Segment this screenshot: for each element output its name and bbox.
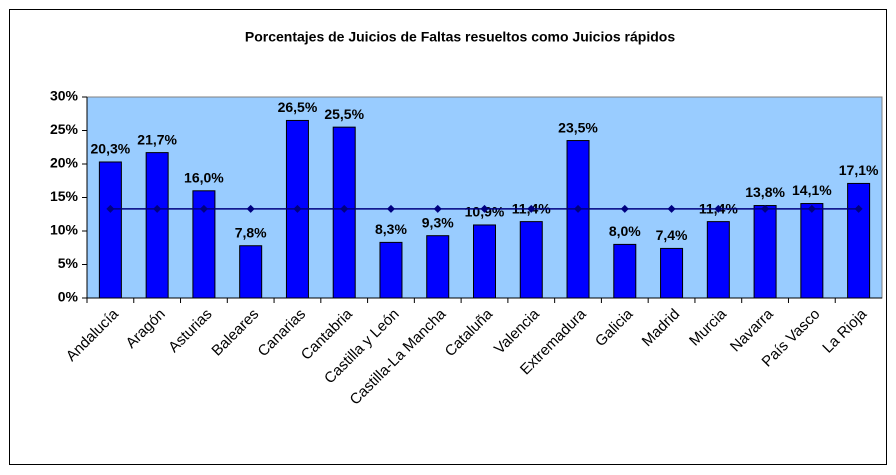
- bar: [706, 221, 730, 299]
- marker: [714, 204, 723, 213]
- data-label: 17,1%: [839, 162, 879, 178]
- bar: [753, 205, 777, 299]
- marker: [293, 204, 302, 213]
- data-label: 8,0%: [609, 223, 641, 239]
- bar: [566, 140, 590, 299]
- bar: [379, 241, 403, 299]
- data-label: 7,8%: [235, 224, 267, 240]
- y-tick-label: 25%: [50, 121, 79, 137]
- data-label: 25,5%: [324, 106, 364, 122]
- marker: [667, 204, 676, 213]
- bar: [473, 224, 496, 299]
- marker: [246, 204, 255, 213]
- marker: [106, 204, 115, 213]
- chart-title: Porcentajes de Juicios de Faltas resuelt…: [245, 29, 675, 45]
- marker: [199, 204, 208, 213]
- data-label: 21,7%: [137, 131, 177, 147]
- marker: [807, 204, 816, 213]
- bar: [98, 161, 122, 299]
- marker: [386, 204, 395, 213]
- y-tick-label: 15%: [50, 188, 79, 204]
- marker: [574, 204, 583, 213]
- marker: [433, 204, 442, 213]
- y-tick-label: 20%: [50, 155, 79, 171]
- data-label: 23,5%: [558, 119, 598, 135]
- bar: [145, 152, 169, 299]
- data-label: 13,8%: [745, 184, 785, 200]
- bar: [660, 247, 684, 299]
- marker: [527, 204, 536, 213]
- bar: [239, 245, 263, 299]
- y-tick-label: 5%: [58, 255, 79, 271]
- marker: [761, 204, 770, 213]
- data-label: 9,3%: [422, 214, 454, 230]
- data-label: 8,3%: [375, 221, 407, 237]
- data-label: 16,0%: [184, 170, 224, 186]
- marker: [340, 204, 349, 213]
- bar: [426, 235, 450, 299]
- y-tick-label: 10%: [50, 222, 79, 238]
- data-label: 14,1%: [792, 182, 832, 198]
- bar: [800, 203, 824, 299]
- marker: [620, 204, 629, 213]
- data-label: 20,3%: [91, 141, 131, 157]
- y-tick-label: 30%: [50, 88, 79, 104]
- data-label: 26,5%: [278, 99, 318, 115]
- y-tick-label: 0%: [58, 289, 79, 305]
- data-label: 7,4%: [656, 227, 688, 243]
- bar: [613, 243, 637, 299]
- bar: [519, 221, 543, 299]
- marker: [153, 204, 162, 213]
- marker: [480, 204, 489, 213]
- marker: [854, 204, 863, 213]
- bar: [847, 182, 871, 299]
